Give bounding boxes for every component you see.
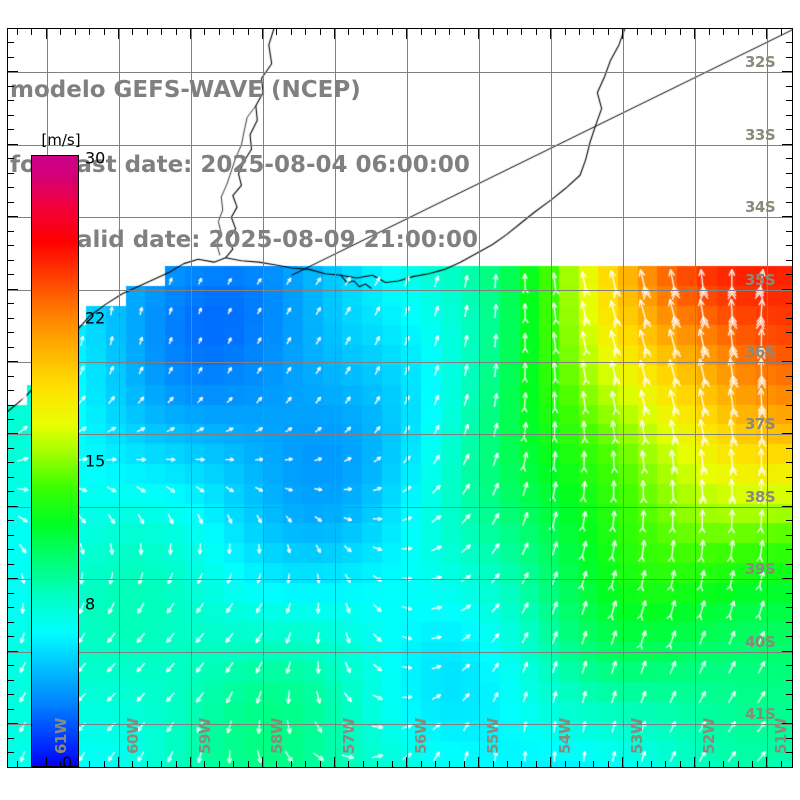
lon-label-55W: 55W: [484, 718, 503, 754]
lat-label-37S: 37S: [745, 415, 776, 434]
colorbar-unit-label: [m/s]: [41, 131, 81, 149]
colorbar-tick-15: 15: [85, 451, 106, 471]
colorbar-tick-8: 8: [85, 594, 96, 614]
lon-label-52W: 52W: [700, 718, 719, 754]
lat-label-41S: 41S: [745, 705, 776, 724]
lat-label-39S: 39S: [745, 560, 776, 579]
lon-label-54W: 54W: [556, 718, 575, 754]
lon-label-53W: 53W: [628, 718, 647, 754]
wind-speed-field: [8, 29, 792, 767]
lon-label-60W: 60W: [123, 718, 142, 754]
lat-label-38S: 38S: [745, 487, 776, 506]
colorbar-tick-0: 0: [62, 753, 73, 772]
lon-label-59W: 59W: [195, 718, 214, 754]
lat-label-33S: 33S: [745, 125, 776, 144]
colorbar-tick-30: 30: [85, 148, 106, 168]
lat-label-34S: 34S: [745, 198, 776, 217]
lat-label-35S: 35S: [745, 270, 776, 289]
colorbar-tick-22: 22: [85, 308, 106, 328]
lat-label-32S: 32S: [745, 53, 776, 72]
lon-label-58W: 58W: [268, 718, 287, 754]
lon-label-57W: 57W: [340, 718, 359, 754]
map-plot-area: [7, 28, 793, 768]
wind-vector-arrows: [8, 29, 792, 767]
lat-label-40S: 40S: [745, 632, 776, 651]
lon-label-61W: 61W: [51, 718, 70, 754]
map-gridlines: [8, 29, 792, 767]
lat-label-36S: 36S: [745, 343, 776, 362]
lon-label-56W: 56W: [412, 718, 431, 754]
colorbar: [31, 155, 79, 767]
